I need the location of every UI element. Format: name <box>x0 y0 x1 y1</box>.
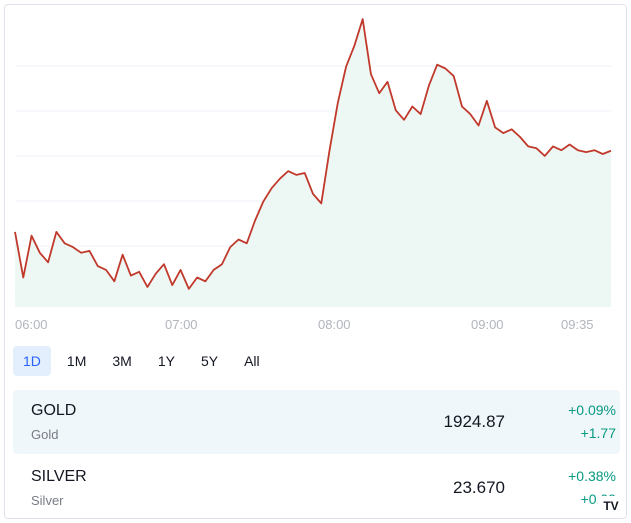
x-tick-label: 07:00 <box>165 317 198 332</box>
range-3m-button[interactable]: 3M <box>112 353 132 369</box>
x-tick-label: 09:35 <box>561 317 594 332</box>
x-tick-label: 09:00 <box>471 317 504 332</box>
price-chart[interactable]: 06:00 07:00 08:00 09:00 09:35 <box>5 5 627 345</box>
range-all-button[interactable]: All <box>244 353 260 369</box>
symbol-row-silver[interactable]: SILVER Silver 23.670 +0.38% +0.09 <box>13 456 620 518</box>
tradingview-logo-icon[interactable]: TV <box>598 496 624 516</box>
x-tick-label: 08:00 <box>318 317 351 332</box>
change-percent: +0.09% <box>568 402 616 418</box>
change-absolute: +1.77 <box>580 425 616 441</box>
symbol-price: 23.670 <box>453 478 505 497</box>
range-1y-button[interactable]: 1Y <box>157 353 175 369</box>
symbol-name: GOLD <box>31 402 77 419</box>
chart-svg[interactable]: 06:00 07:00 08:00 09:00 09:35 <box>5 5 627 345</box>
symbol-description: Gold <box>31 427 59 442</box>
range-1m-button[interactable]: 1M <box>66 353 87 369</box>
range-selector: 1D 1M 3M 1Y 5Y All <box>13 346 270 376</box>
symbol-name: SILVER <box>31 468 87 485</box>
change-percent: +0.38% <box>568 468 616 484</box>
symbol-price: 1924.87 <box>443 412 505 431</box>
area-fill <box>15 19 611 308</box>
series-line <box>14 18 612 290</box>
symbol-description: Silver <box>31 493 64 508</box>
market-overview-widget: 06:00 07:00 08:00 09:00 09:35 1D 1M 3M 1Y 5Y… <box>4 4 627 519</box>
x-tick-label: 06:00 <box>15 317 48 332</box>
range-1d-button[interactable]: 1D <box>13 346 51 376</box>
range-5y-button[interactable]: 5Y <box>200 353 219 369</box>
symbol-row-gold[interactable]: GOLD Gold 1924.87 +0.09% +1.77 <box>13 390 620 454</box>
